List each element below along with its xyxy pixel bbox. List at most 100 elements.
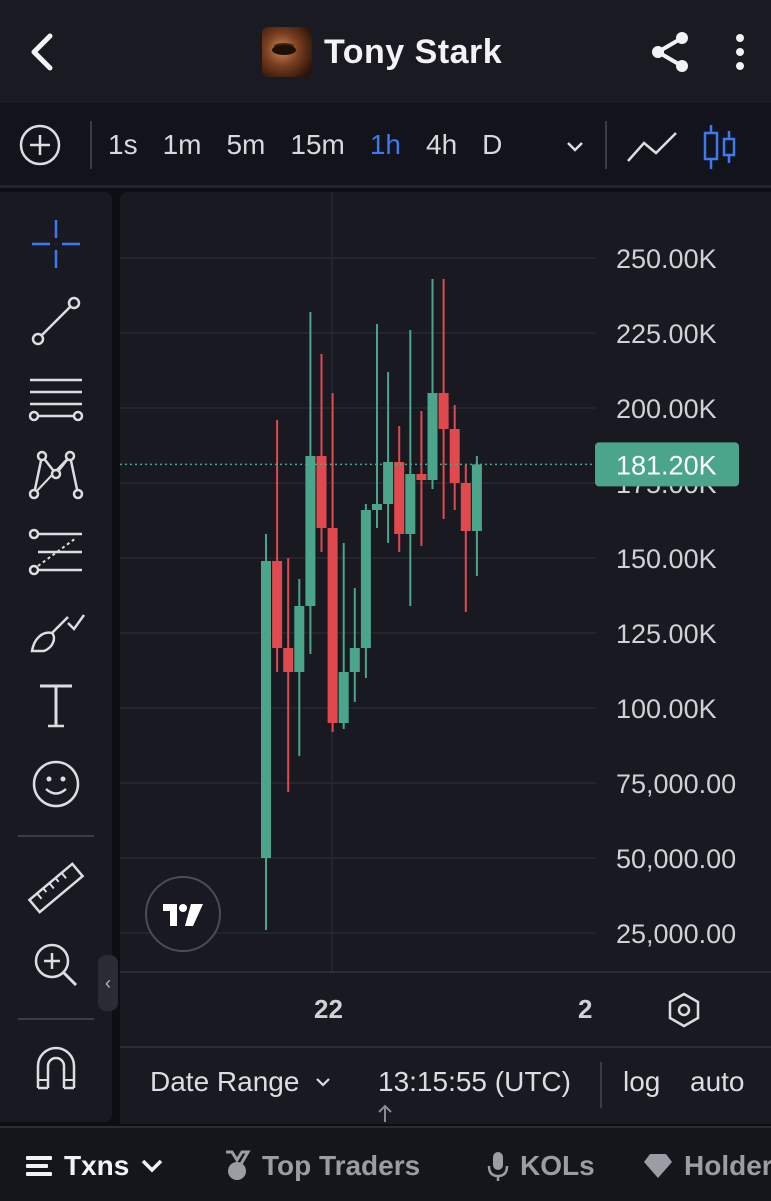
interval-5m[interactable]: 5m	[226, 129, 266, 160]
interval-selector: 1s 1m 5m 15m 1h 4h D	[108, 125, 527, 165]
microphone-icon	[487, 1152, 509, 1181]
x-tick-label: 2	[578, 994, 593, 1024]
x-tick-label: 22	[314, 994, 343, 1024]
tab-label: Top Traders	[262, 1150, 421, 1181]
candle-body	[471, 464, 482, 531]
token-title: Tony Stark	[262, 26, 502, 78]
candle	[294, 579, 305, 756]
back-button[interactable]	[22, 28, 66, 76]
candle	[349, 588, 360, 702]
zoom-tool[interactable]	[24, 933, 88, 997]
chart-bottom-bar	[120, 1046, 771, 1124]
interval-dropdown-button[interactable]	[562, 133, 588, 159]
emoji-tool[interactable]	[24, 752, 88, 816]
interval-d[interactable]: D	[482, 129, 503, 160]
tab-label: KOLs	[520, 1150, 595, 1181]
more-options-button[interactable]	[726, 32, 754, 72]
y-tick-label: 100.00K	[616, 694, 717, 724]
list-icon	[26, 1156, 52, 1176]
candle-body	[460, 483, 471, 531]
candle-body	[416, 474, 427, 480]
tradingview-logo[interactable]	[145, 876, 221, 952]
chart-toolbar: 1s 1m 5m 15m 1h 4h D	[0, 103, 771, 188]
interval-15m[interactable]: 15m	[290, 129, 345, 160]
y-tick-label: 125.00K	[616, 619, 717, 649]
interval-1s[interactable]: 1s	[108, 129, 138, 160]
y-tick-label: 75,000.00	[616, 769, 736, 799]
brush-tool[interactable]	[24, 597, 88, 661]
tab-kols[interactable]: KOLs	[486, 1148, 595, 1184]
text-tool[interactable]	[24, 674, 88, 738]
brush-icon	[30, 614, 86, 653]
candle-body	[283, 648, 294, 672]
y-tick-label: 50,000.00	[616, 844, 736, 874]
header: Tony Stark	[0, 0, 771, 103]
interval-4h[interactable]: 4h	[426, 129, 458, 160]
sidebar-divider	[18, 835, 94, 837]
log-scale-button[interactable]: log	[623, 1066, 661, 1097]
collapse-sidebar-button[interactable]: ‹	[98, 955, 118, 1011]
tab-txns[interactable]: Txns	[24, 1148, 165, 1184]
back-arrow-icon	[31, 33, 53, 71]
tab-holders[interactable]: Holders	[642, 1148, 771, 1184]
crosshair-icon	[32, 220, 80, 268]
candle	[383, 372, 394, 543]
candle-body	[360, 510, 371, 648]
interval-1h[interactable]: 1h	[369, 129, 402, 160]
candle-body	[438, 393, 449, 429]
candle	[372, 324, 382, 528]
toolbar-divider	[605, 121, 607, 169]
more-vertical-icon	[736, 34, 744, 70]
y-tick-label: 250.00K	[616, 244, 717, 274]
candle-body	[305, 456, 316, 606]
magnet-tool[interactable]	[24, 1038, 88, 1102]
bottom-bar-divider	[600, 1062, 602, 1108]
chart-settings-button[interactable]	[664, 990, 704, 1030]
line-chart-button[interactable]	[624, 125, 680, 169]
chevron-down-icon	[316, 1078, 331, 1087]
candlestick-chart-button[interactable]	[700, 121, 740, 173]
chart-panel	[120, 192, 771, 1122]
candle	[316, 354, 327, 552]
line-chart-icon	[627, 132, 677, 162]
current-price-tag-bg	[595, 442, 739, 487]
candle-body	[449, 429, 460, 483]
date-range-label: Date Range	[150, 1066, 300, 1097]
crosshair-tool[interactable]	[24, 212, 88, 276]
candle	[405, 330, 416, 606]
tab-label: Txns	[64, 1150, 130, 1181]
candle-body	[372, 504, 382, 510]
magnet-icon	[36, 1046, 76, 1090]
fib-tool[interactable]	[24, 520, 88, 584]
tab-top-traders[interactable]: Top Traders	[222, 1148, 420, 1184]
tab-label: Holders	[684, 1150, 771, 1181]
settings-hexagon-icon	[668, 992, 700, 1028]
candle	[272, 420, 283, 672]
horizontal-lines-tool[interactable]	[24, 366, 88, 430]
candle	[438, 279, 449, 519]
candle-body	[349, 648, 360, 672]
clock-display: 13:15:55 (UTC)	[378, 1066, 571, 1097]
auto-scale-button[interactable]: auto	[690, 1066, 745, 1097]
add-indicator-button[interactable]	[18, 123, 62, 167]
share-icon	[652, 32, 688, 72]
page-title: Tony Stark	[324, 32, 503, 71]
candle	[416, 411, 427, 546]
date-range-dropdown[interactable]: Date Range	[150, 1066, 333, 1098]
trend-line-tool[interactable]	[24, 289, 88, 353]
drawing-tools-sidebar	[0, 192, 112, 1122]
candle	[460, 465, 471, 612]
measure-tool[interactable]	[24, 856, 88, 920]
diamond-icon	[644, 1154, 672, 1178]
candle-body	[405, 474, 416, 534]
candle	[394, 426, 405, 552]
fib-retracement-icon	[28, 528, 82, 576]
candle-body	[394, 462, 405, 534]
pattern-tool[interactable]	[24, 442, 88, 506]
smiley-icon	[32, 760, 80, 808]
candle	[327, 393, 338, 732]
share-button[interactable]	[646, 28, 694, 76]
interval-1m[interactable]: 1m	[162, 129, 202, 160]
chevron-down-icon	[567, 142, 583, 152]
